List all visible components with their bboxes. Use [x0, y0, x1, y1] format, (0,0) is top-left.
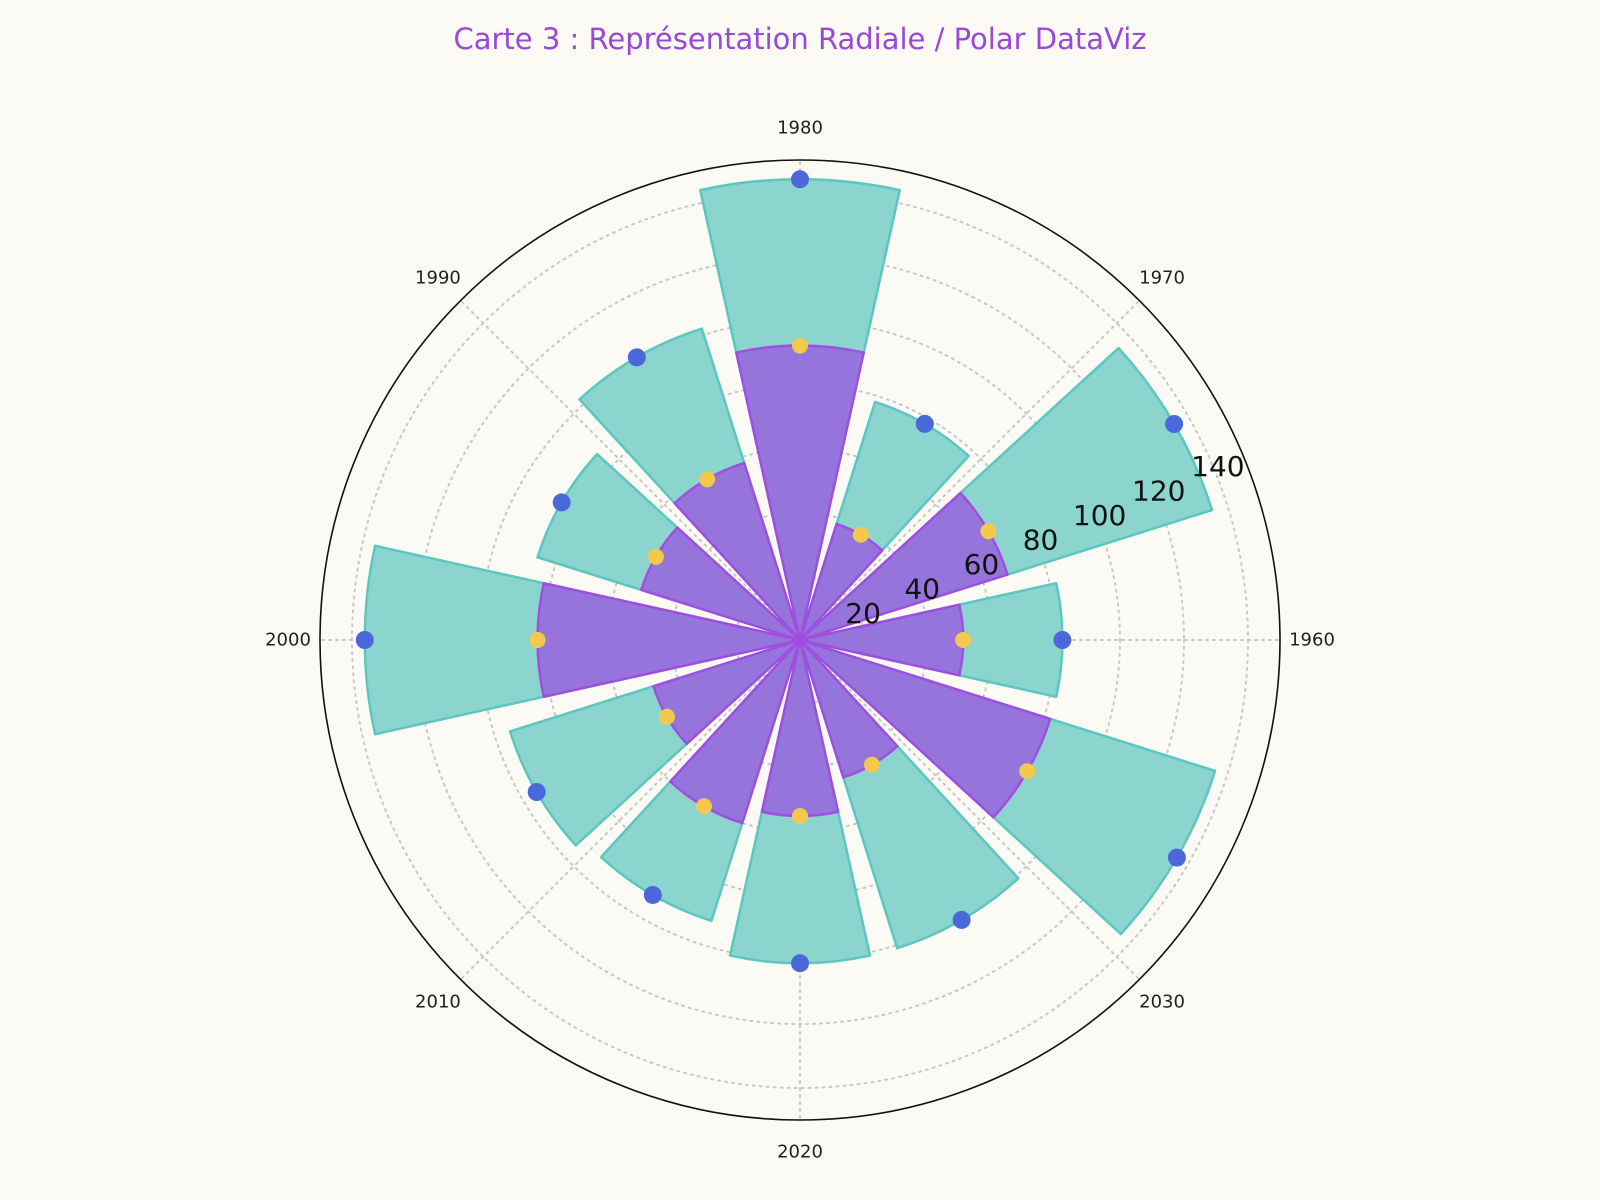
radial-tick-label: 60 [964, 548, 1000, 581]
inner-point [852, 526, 869, 543]
angle-tick-label: 2020 [777, 1142, 823, 1163]
outer-point [1053, 631, 1072, 649]
angle-tick-label: 1960 [1289, 630, 1335, 651]
inner-point [658, 708, 675, 725]
angular-gridline [459, 639, 801, 981]
radial-tick-label: 100 [1073, 499, 1126, 532]
inner-point [647, 548, 664, 565]
outer-point [552, 493, 571, 512]
outer-point [1165, 415, 1184, 433]
outer-point [791, 954, 809, 973]
angular-gridline [459, 299, 801, 641]
radial-tick-label: 80 [1023, 524, 1059, 557]
angle-tick-label: 2000 [265, 630, 311, 651]
angle-tick-label: 1980 [777, 118, 823, 139]
radial-tick-label: 20 [845, 597, 881, 630]
inner-point [696, 798, 712, 815]
outer-point [952, 910, 971, 929]
inner-point [792, 337, 808, 354]
chart-title: Carte 3 : Représentation Radiale / Polar… [453, 22, 1147, 56]
angle-tick-label: 1990 [415, 267, 461, 288]
angular-gridline [799, 299, 1141, 641]
radial-tick-label: 120 [1132, 475, 1185, 508]
outer-point [791, 170, 809, 189]
inner-point [1019, 763, 1036, 780]
inner-point [955, 632, 972, 648]
angle-tick-label: 1970 [1139, 267, 1185, 288]
outer-point [643, 885, 662, 904]
inner-point [529, 632, 546, 648]
radial-gridline [351, 191, 1249, 1089]
angle-tick-label: 2030 [1139, 992, 1185, 1013]
outer-point [915, 414, 934, 433]
angle-tick-label: 2010 [415, 992, 461, 1013]
radial-tick-label: 140 [1191, 450, 1244, 483]
inner-point [792, 808, 808, 824]
outer-point [1167, 848, 1186, 867]
inner-point [699, 471, 716, 488]
inner-point [980, 523, 997, 540]
outer-point [527, 783, 546, 801]
angular-gridline [799, 639, 1141, 981]
inner-point [864, 756, 880, 773]
polar-spine [319, 159, 1281, 1121]
outer-point [355, 631, 374, 649]
outer-point [627, 348, 646, 367]
radial-tick-label: 40 [904, 573, 940, 606]
